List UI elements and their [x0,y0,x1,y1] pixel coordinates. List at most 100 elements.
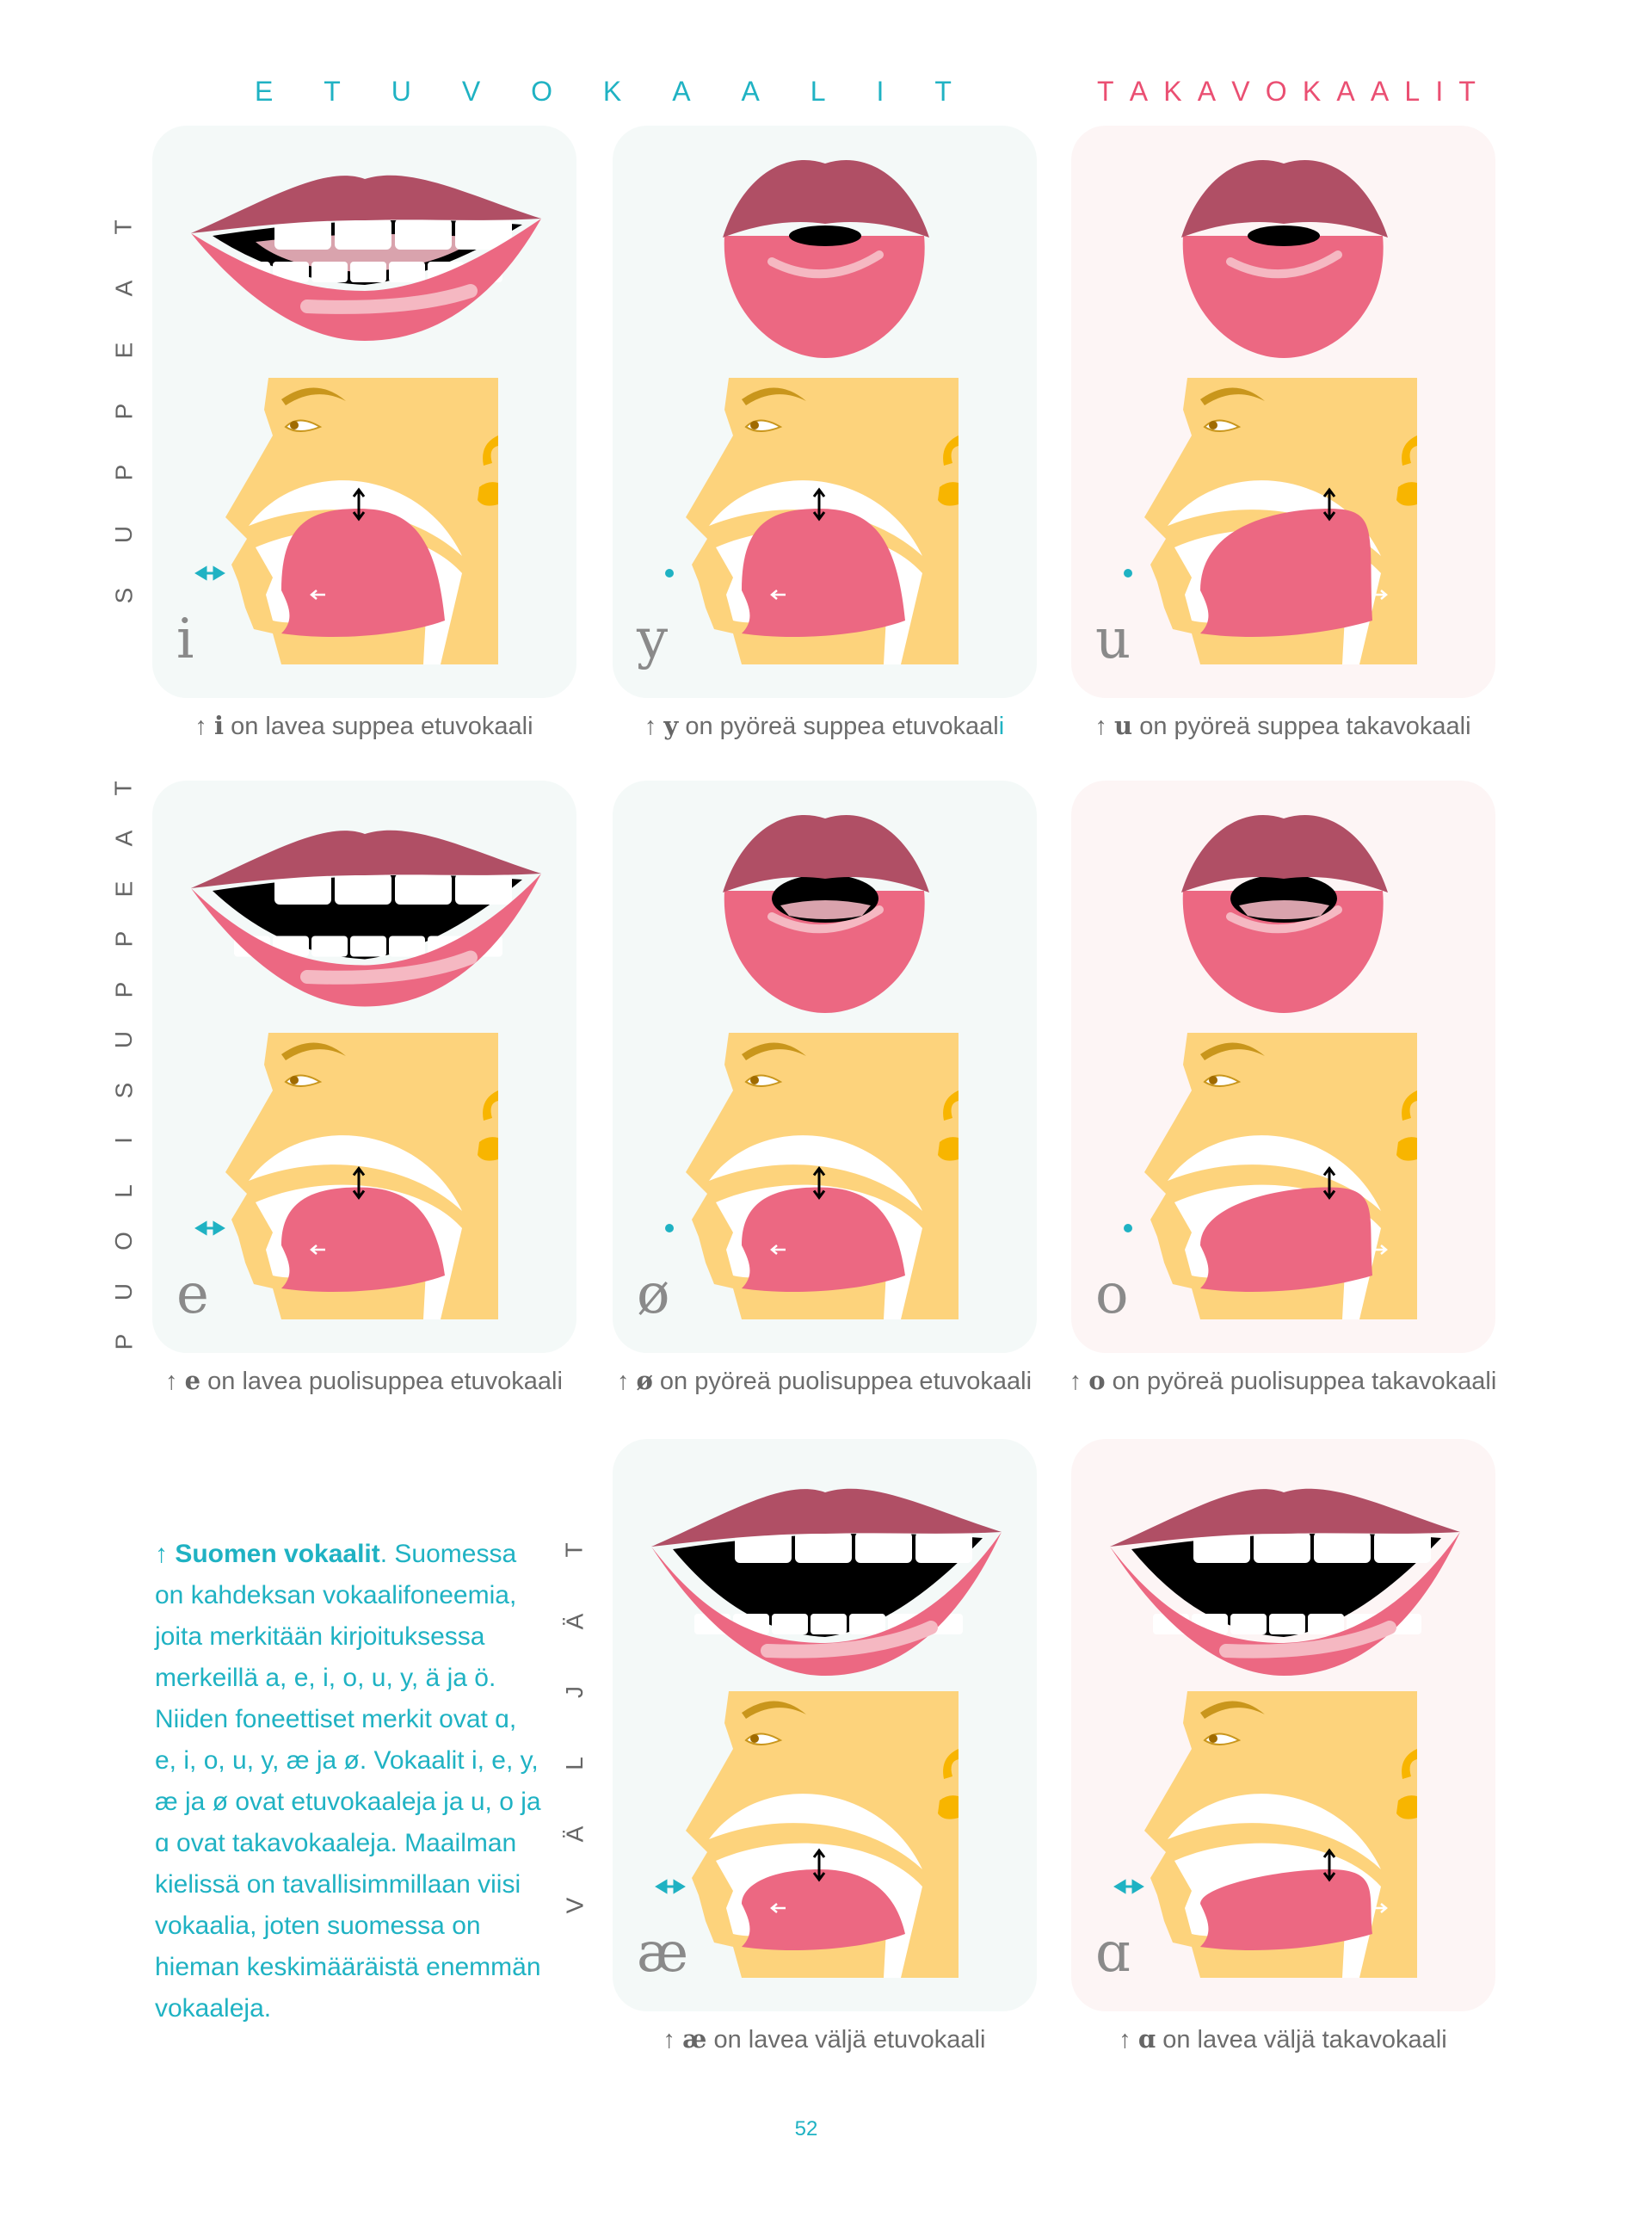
caption-text: on pyöreä suppea etuvokaal [685,713,999,740]
tongue [742,1869,905,1951]
vowel-illustration [191,830,541,1319]
vowel-symbol: i [176,608,194,671]
tooth [772,1614,808,1634]
letter: I [1435,76,1444,107]
vowel-card-i: i [152,126,576,698]
vowel-card-o: o [1071,781,1495,1353]
ear [943,1090,959,1121]
tooth [335,874,391,905]
lip-spread-arrow-icon [1113,1879,1144,1894]
mouth-front-view [1110,1488,1460,1676]
letter: A [110,831,137,847]
ear [943,435,959,466]
tongue-height-arrow-icon [352,487,366,522]
letter: S [110,1082,137,1099]
letter: A [741,76,760,107]
nasal-cavity [249,1135,462,1211]
tongue [1200,509,1372,638]
tooth [395,874,452,905]
nasal-cavity [709,1794,922,1869]
ear [1402,1090,1417,1121]
lower-lip [191,874,541,1007]
tooth [795,1532,852,1563]
vowel-caption: ↑ i on lavea suppea etuvokaali [123,711,605,741]
letter: A [110,280,137,297]
tongue-direction-arrow-icon [770,1245,786,1255]
head-side-view [1124,378,1417,664]
upper-lip [1181,814,1388,893]
head-side-view [1124,1033,1417,1319]
tongue [281,509,445,638]
letter: E [255,76,274,107]
tongue-height-arrow-icon [1322,487,1336,522]
caption-symbol: æ [682,2024,707,2054]
tongue-direction-arrow-icon [310,1245,325,1255]
letter: A [1370,76,1390,107]
letter: T [934,76,952,107]
caption-text: on lavea väljä takavokaali [1162,2026,1447,2054]
tongue [1200,1187,1372,1293]
tongue-height-arrow-icon [812,1166,826,1200]
letter: V [561,1897,588,1914]
letter: J [561,1686,588,1699]
mouth-front-view [1181,814,1388,1013]
caption-text: on lavea väljä etuvokaali [713,2026,986,2054]
letter: V [461,76,481,107]
lower-lip [1182,236,1384,358]
mouth-front-view [651,1488,1002,1676]
mouth-front-view [1181,159,1388,358]
vowel-card-y: y [613,126,1037,698]
sidebar-body: . Suomessa on kahdeksan vokaalifoneemia,… [155,1540,541,2023]
head-side-view [665,378,959,664]
tongue-height-arrow-icon [1322,1166,1336,1200]
nasal-cavity [1168,1135,1381,1211]
arrow-icon: ↑ [1094,713,1107,740]
letter: T [109,781,137,796]
tongue-direction-arrow-icon [1372,1245,1388,1255]
arrow-icon: ↑ [1119,2026,1131,2054]
letter: T [1458,76,1476,107]
tooth [1230,1614,1267,1634]
mouth-front-view [723,814,929,1013]
nasal-cavity [1168,480,1381,556]
nasal-cavity [709,480,922,556]
letter: E [110,880,137,898]
letter: O [110,1232,137,1251]
letter: A [1197,76,1217,107]
upper-lip [191,830,541,888]
mouth-front-view [723,159,929,358]
vowel-caption: ↑ e on lavea puolisuppea etuvokaali [123,1366,605,1396]
vowel-illustration [1110,1488,1460,1978]
letter: A [672,76,691,107]
tooth [1254,1532,1310,1563]
lip-spread-arrow-icon [194,565,225,581]
letter: T [324,76,341,107]
head-side-view [194,1033,498,1319]
caption-symbol: y [663,711,679,740]
arrow-icon: ↑ [644,713,657,740]
eyebrow [742,1042,806,1060]
tooth [1374,1532,1431,1563]
letter: I [110,1137,137,1145]
tongue [742,509,905,638]
ear [483,1090,498,1121]
vowel-symbol: ø [637,1263,670,1326]
arrow-icon: ↑ [663,2026,676,2054]
caption-symbol: e [184,1366,201,1395]
letter: V [1231,76,1250,107]
vowel-caption: ↑ æ on lavea väljä etuvokaali [583,2024,1065,2054]
tooth [311,936,348,957]
tooth [735,1532,792,1563]
letter: U [109,1282,137,1300]
tooth [389,936,425,957]
caption-symbol: u [1114,711,1133,740]
vowel-caption: ↑ u on pyöreä suppea takavokaali [1042,711,1524,741]
tooth [350,262,386,282]
row-label-mid: P U O L I S U P P E A T [110,775,138,1356]
row-label-open: V Ä L J Ä T [561,1536,589,1919]
caption-symbol: o [1088,1366,1106,1395]
caption-text: on pyöreä puolisuppea takavokaali [1112,1368,1497,1395]
ear [1402,1749,1417,1779]
vowel-caption: ↑ ɑ on lavea väljä takavokaali [1042,2024,1524,2054]
